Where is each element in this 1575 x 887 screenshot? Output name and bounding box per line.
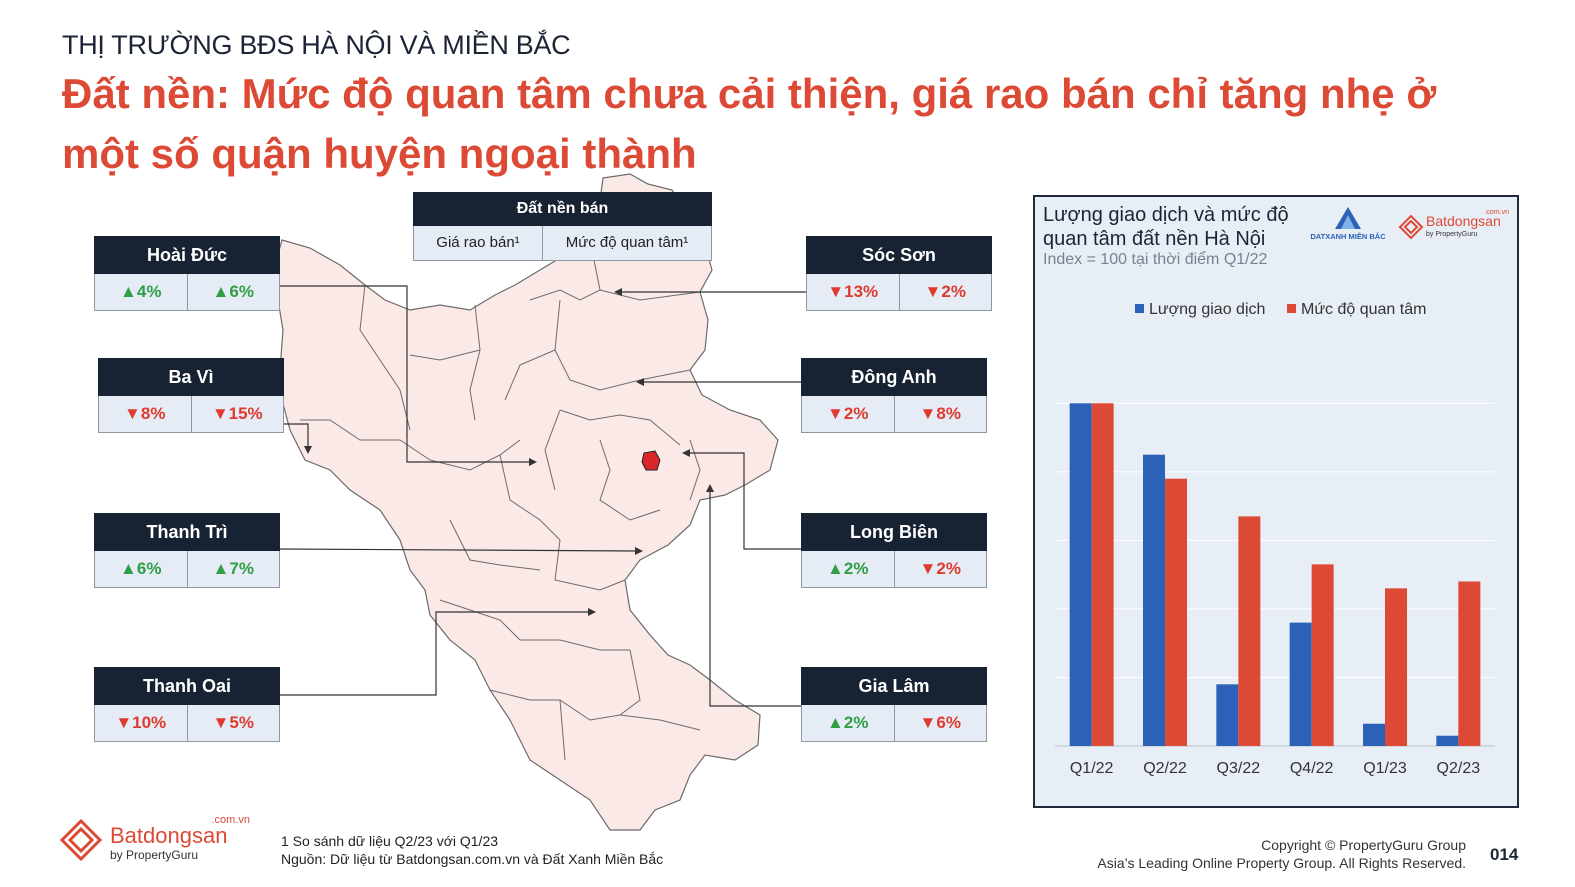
page-kicker: THỊ TRƯỜNG BĐS HÀ NỘI VÀ MIỀN BẮC	[62, 30, 571, 60]
chart-subtitle: Index = 100 tại thời điểm Q1/22	[1043, 251, 1268, 268]
legend-swatch-blue	[1135, 304, 1144, 313]
bar-interest-Q2-22	[1165, 478, 1187, 746]
bar-transactions-Q1-22	[1069, 403, 1092, 746]
district-name: Hoài Đức	[94, 236, 280, 274]
bar-chart: Q1/22 Q2/22 Q3/22 Q4/22 Q1/23 Q2/23	[1055, 402, 1495, 777]
copyright: Copyright © PropertyGuru Group Asia’s Le…	[1097, 836, 1466, 872]
x-tick-label: Q2/23	[1437, 760, 1481, 777]
bds-logo-domain: .com.vn	[211, 814, 250, 826]
copyright-line-2: Asia’s Leading Online Property Group. Al…	[1097, 855, 1466, 871]
batdongsan-logo: Batdongsan .com.vn by PropertyGuru	[59, 814, 250, 862]
bds-small-sub: by PropertyGuru	[1426, 231, 1477, 238]
footnote-line-1: 1 So sánh dữ liệu Q2/23 với Q1/23	[281, 833, 499, 849]
district-name: Đông Anh	[801, 358, 987, 396]
map-outline	[274, 173, 779, 831]
bar-transactions-Q4-22	[1289, 622, 1312, 746]
district-box-hoai-duc: Hoài Đức ▲4% ▲6%	[94, 236, 280, 311]
district-price: ▼8%	[124, 404, 166, 423]
district-box-long-bien: Long Biên ▲2% ▼2%	[801, 513, 987, 588]
district-price: ▲4%	[120, 282, 162, 301]
bar-interest-Q2-23	[1458, 581, 1481, 746]
legend-box-col-price: Giá rao bán¹	[436, 234, 520, 251]
legend-box-col-interest: Mức độ quan tâm¹	[542, 226, 711, 260]
district-box-gia-lam: Gia Lâm ▲2% ▼6%	[801, 667, 987, 742]
legend-item-transactions: Lượng giao dịch	[1135, 301, 1265, 319]
bar-interest-Q3-22	[1238, 516, 1261, 746]
legend-label: Mức độ quan tâm	[1301, 301, 1427, 318]
x-tick-label: Q1/22	[1070, 760, 1114, 777]
district-name: Thanh Trì	[94, 513, 280, 551]
page-number: 014	[1490, 845, 1519, 864]
district-price: ▲6%	[120, 559, 162, 578]
bds-small-text: Batdongsan	[1426, 213, 1501, 229]
chart-title: Lượng giao dịch và mức độ quan tâm đất n…	[1043, 204, 1289, 250]
district-interest: ▼15%	[190, 396, 284, 432]
district-name: Sóc Sơn	[806, 236, 992, 274]
district-box-thanh-tri: Thanh Trì ▲6% ▲7%	[94, 513, 280, 588]
district-interest: ▼2%	[893, 551, 987, 587]
footnote-source: Nguồn: Dữ liệu từ Batdongsan.com.vn và Đ…	[281, 851, 664, 867]
bds-logo-text: Batdongsan	[110, 823, 227, 848]
district-name: Long Biên	[801, 513, 987, 551]
district-box-ba-vi: Ba Vì ▼8% ▼15%	[98, 358, 284, 433]
highlight-district	[641, 450, 661, 471]
district-box-thanh-oai: Thanh Oai ▼10% ▼5%	[94, 667, 280, 742]
district-interest: ▲7%	[186, 551, 280, 587]
x-tick-label: Q2/22	[1143, 760, 1187, 777]
district-interest: ▲6%	[186, 274, 280, 310]
district-interest: ▼5%	[186, 705, 280, 741]
district-name: Ba Vì	[98, 358, 284, 396]
district-name: Thanh Oai	[94, 667, 280, 705]
district-box-dong-anh: Đông Anh ▼2% ▼8%	[801, 358, 987, 433]
bar-transactions-Q1-23	[1363, 723, 1385, 746]
bar-transactions-Q3-22	[1216, 684, 1239, 746]
district-interest: ▼6%	[893, 705, 987, 741]
legend-item-interest: Mức độ quan tâm	[1287, 301, 1426, 319]
footnote: 1 So sánh dữ liệu Q2/23 với Q1/23 Nguồn:…	[281, 832, 663, 868]
bar-interest-Q1-22	[1091, 403, 1114, 746]
bds-small-domain: .com.vn	[1484, 209, 1509, 216]
hanoi-map	[274, 173, 806, 831]
batdongsan-logo-small: Batdongsan .com.vn by PropertyGuru	[1398, 209, 1509, 240]
legend-label: Lượng giao dịch	[1149, 301, 1266, 318]
district-price: ▲2%	[827, 559, 869, 578]
x-tick-label: Q3/22	[1217, 760, 1261, 777]
district-price: ▼10%	[115, 713, 167, 732]
x-tick-label: Q4/22	[1290, 760, 1334, 777]
legend-box: Đất nền bán Giá rao bán¹ Mức độ quan tâm…	[413, 192, 712, 261]
bds-logo-sub: by PropertyGuru	[110, 848, 198, 862]
page-headline: Đất nền: Mức độ quan tâm chưa cải thiện,…	[62, 70, 1437, 177]
legend-box-title: Đất nền bán	[413, 192, 712, 226]
chart-panel: Q1/22 Q2/22 Q3/22 Q4/22 Q1/23 Q2/23 Lượng gia…	[1033, 195, 1519, 808]
district-price: ▲2%	[827, 713, 869, 732]
datxanh-logo-text: DATXANH MIỀN BẮC	[1310, 231, 1386, 241]
legend-swatch-red	[1287, 304, 1296, 313]
datxanh-logo: DATXANH MIỀN BẮC	[1310, 207, 1386, 241]
district-price: ▼13%	[827, 282, 879, 301]
copyright-line-1: Copyright © PropertyGuru Group	[1261, 837, 1466, 853]
bar-transactions-Q2-23	[1436, 735, 1459, 746]
district-price: ▼2%	[827, 404, 869, 423]
district-interest: ▼2%	[898, 274, 992, 310]
bar-interest-Q1-23	[1385, 588, 1407, 746]
district-box-soc-son: Sóc Sơn ▼13% ▼2%	[806, 236, 992, 311]
bar-transactions-Q2-22	[1143, 454, 1165, 746]
district-interest: ▼8%	[893, 396, 987, 432]
district-name: Gia Lâm	[801, 667, 987, 705]
bar-interest-Q4-22	[1311, 564, 1334, 746]
x-tick-label: Q1/23	[1363, 760, 1407, 777]
